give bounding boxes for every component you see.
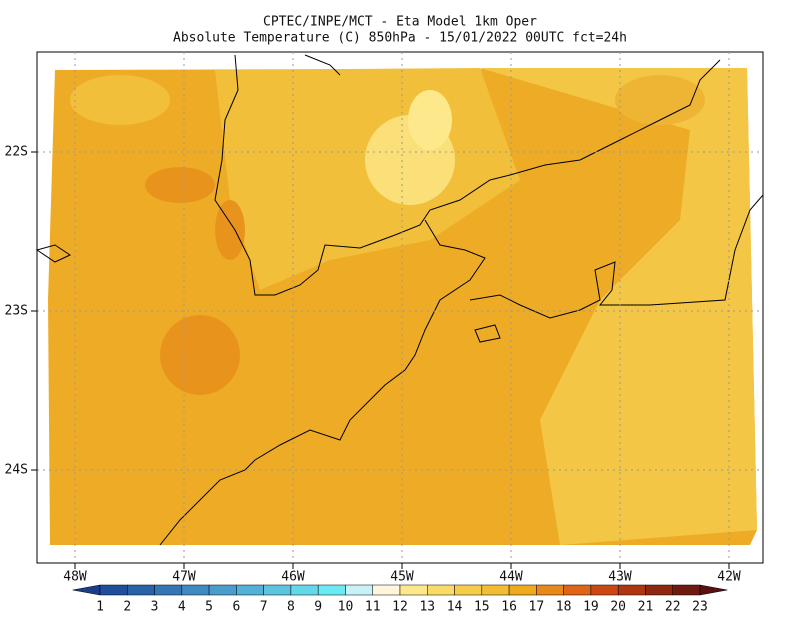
colorbar-label: 2 [123, 600, 131, 615]
colorbar-box [454, 584, 483, 596]
field-patch [70, 75, 170, 125]
colorbar-label: 3 [151, 600, 159, 615]
map-frame [36, 51, 764, 564]
lon-label: 46W [281, 570, 305, 585]
colorbar-box [399, 584, 428, 596]
colorbar-label: 18 [556, 600, 572, 615]
colorbar-box [181, 584, 210, 596]
colorbar-label: 11 [365, 600, 381, 615]
lat-label: 24S [5, 463, 28, 478]
field-warm-east [480, 68, 757, 545]
border-fragment [35, 244, 72, 263]
colorbar-box [290, 584, 319, 596]
colorbar-label: 13 [419, 600, 435, 615]
lon-label: 47W [172, 570, 196, 585]
colorbar-label: 20 [610, 600, 626, 615]
colorbar-arrow [699, 584, 728, 596]
field-lightest [408, 90, 452, 150]
lon-label: 42W [717, 570, 741, 585]
title-line-2: Absolute Temperature (C) 850hPa - 15/01/… [173, 31, 627, 46]
colorbar-box [617, 584, 646, 596]
field-warm-blob [160, 315, 240, 395]
border-fragment [304, 54, 341, 76]
colorbar-arrow [72, 584, 101, 596]
boundaries [35, 54, 764, 546]
state-border [214, 54, 721, 296]
colorbar-box [481, 584, 510, 596]
coastline [469, 194, 764, 319]
colorbar-box [317, 584, 346, 596]
colorbar-label: 6 [232, 600, 240, 615]
colorbar-label: 23 [692, 600, 708, 615]
colorbar-label: 14 [447, 600, 463, 615]
colorbar-label: 1 [96, 600, 104, 615]
colorbar-label: 5 [205, 600, 213, 615]
temperature-field [48, 68, 757, 545]
colorbar-label: 12 [392, 600, 408, 615]
colorbar-box [672, 584, 701, 596]
lat-label: 23S [5, 304, 28, 319]
lat-label: 22S [5, 145, 28, 160]
colorbar-box [372, 584, 401, 596]
colorbar-label: 10 [338, 600, 354, 615]
coastline [159, 219, 486, 546]
colorbar-box [99, 584, 128, 596]
colorbar-label: 17 [529, 600, 545, 615]
colorbar-box [590, 584, 619, 596]
lon-label: 43W [608, 570, 632, 585]
lon-label: 48W [63, 570, 87, 585]
lon-label: 44W [499, 570, 523, 585]
graticule [37, 151, 763, 471]
colorbar-box [263, 584, 292, 596]
colorbar-label: 8 [287, 600, 295, 615]
colorbar-label: 22 [665, 600, 681, 615]
colorbar-box [208, 584, 237, 596]
colorbar-box [154, 584, 183, 596]
island [474, 324, 501, 343]
colorbar-label: 4 [178, 600, 186, 615]
title-line-1: CPTEC/INPE/MCT - Eta Model 1km Oper [263, 15, 537, 30]
colorbar-box [127, 584, 155, 596]
colorbar-box [563, 584, 592, 596]
colorbar-label: 9 [314, 600, 322, 615]
field-warm-blob [215, 200, 245, 260]
colorbar-box [645, 584, 673, 596]
colorbar-label: 7 [260, 600, 268, 615]
field-warm-blob [145, 167, 215, 203]
colorbar-label: 19 [583, 600, 599, 615]
field-band [440, 230, 590, 380]
colorbar-box [508, 584, 537, 596]
field-patch [615, 75, 705, 125]
lon-label: 45W [390, 570, 414, 585]
colorbar-box [345, 584, 373, 596]
colorbar-box [236, 584, 264, 596]
colorbar-box [536, 584, 564, 596]
colorbar-box [427, 584, 455, 596]
colorbar-label: 21 [638, 600, 654, 615]
colorbar-label: 16 [501, 600, 517, 615]
colorbar-label: 15 [474, 600, 490, 615]
